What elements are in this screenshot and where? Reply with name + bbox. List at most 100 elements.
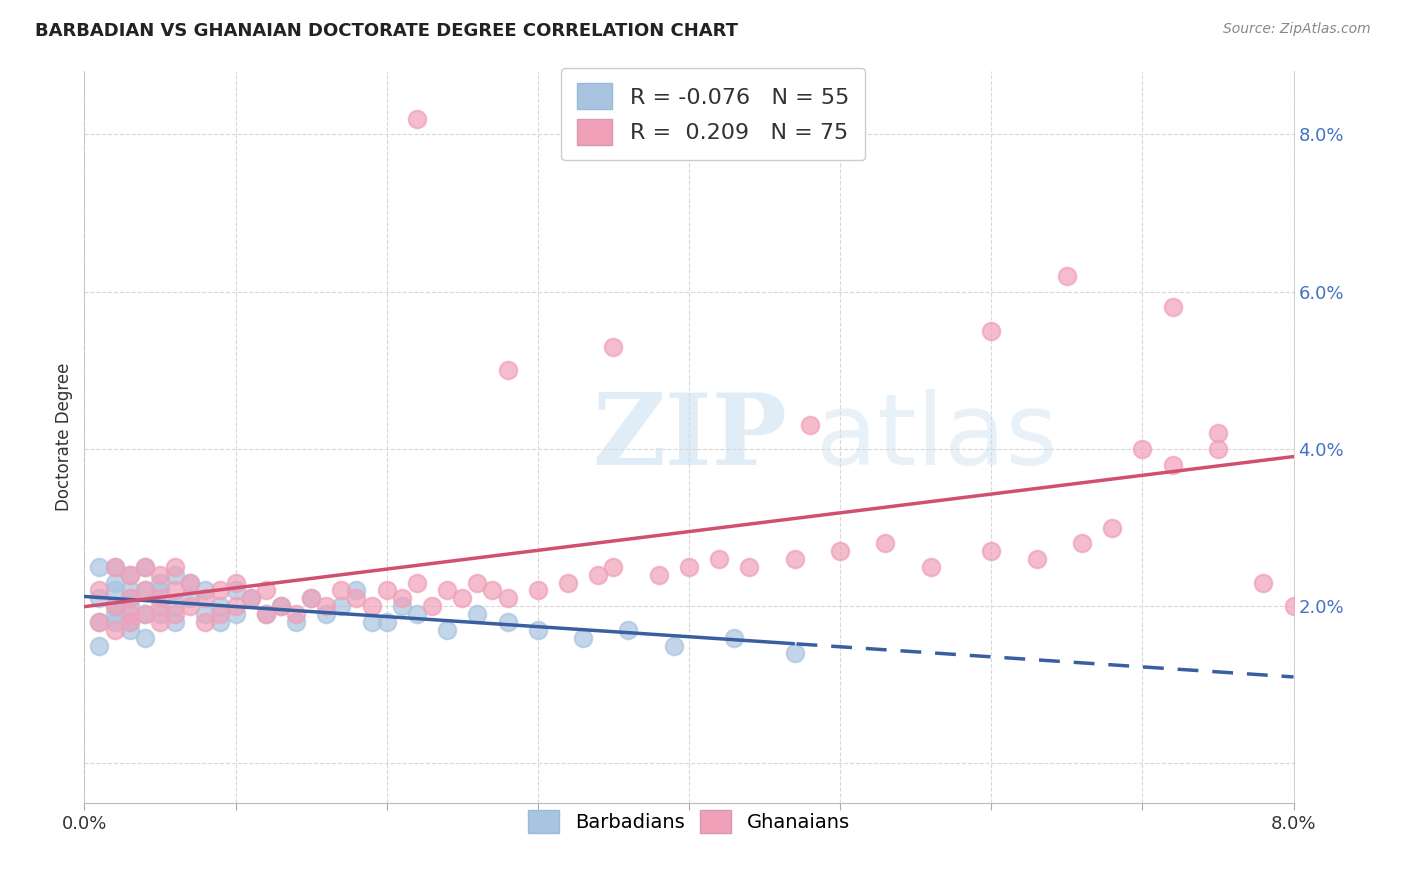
Point (118, 591, 141, 606)
Point (179, 591, 201, 606)
Text: Source: ZipAtlas.com: Source: ZipAtlas.com (1223, 22, 1371, 37)
Point (662, 639, 685, 653)
Point (89, 615, 111, 629)
Point (194, 583, 217, 598)
Point (149, 607, 172, 621)
Point (134, 583, 156, 598)
Point (104, 583, 127, 598)
Point (572, 631, 595, 645)
Point (391, 599, 413, 614)
Point (165, 583, 187, 598)
Point (527, 623, 550, 637)
Point (467, 575, 489, 590)
Point (134, 559, 156, 574)
Point (783, 552, 806, 566)
Point (149, 591, 172, 606)
Point (118, 591, 141, 606)
Point (254, 607, 277, 621)
Point (134, 583, 156, 598)
Point (496, 363, 519, 377)
Point (481, 583, 503, 598)
Point (375, 583, 398, 598)
Point (299, 591, 322, 606)
Point (451, 591, 474, 606)
Point (149, 575, 172, 590)
Point (1132, 442, 1154, 456)
Point (254, 583, 277, 598)
Point (678, 559, 700, 574)
Point (89, 639, 111, 653)
Point (406, 607, 429, 621)
Point (104, 599, 127, 614)
Point (209, 607, 232, 621)
Point (285, 615, 308, 629)
Point (194, 591, 217, 606)
Point (602, 559, 624, 574)
Point (149, 599, 172, 614)
Point (179, 575, 201, 590)
Point (360, 599, 382, 614)
Point (1206, 426, 1229, 441)
Point (118, 567, 141, 582)
Point (360, 615, 382, 629)
Point (406, 112, 429, 126)
Point (89, 559, 111, 574)
Point (179, 599, 201, 614)
Point (346, 583, 368, 598)
Point (799, 418, 821, 433)
Point (89, 583, 111, 598)
Point (602, 340, 624, 354)
Legend: Barbadians, Ghanaians: Barbadians, Ghanaians (516, 798, 862, 845)
Point (239, 591, 262, 606)
Point (165, 599, 187, 614)
Point (436, 623, 458, 637)
Point (1253, 575, 1275, 590)
Point (225, 599, 247, 614)
Point (165, 615, 187, 629)
Point (875, 536, 897, 550)
Point (165, 559, 187, 574)
Point (89, 591, 111, 606)
Y-axis label: Doctorate Degree: Doctorate Degree (55, 363, 73, 511)
Point (315, 599, 337, 614)
Point (406, 575, 429, 590)
Point (165, 567, 187, 582)
Point (194, 615, 217, 629)
Point (391, 591, 413, 606)
Point (1282, 599, 1305, 614)
Point (1025, 552, 1047, 566)
Point (467, 607, 489, 621)
Point (165, 607, 187, 621)
Point (118, 599, 141, 614)
Point (89, 615, 111, 629)
Point (330, 599, 353, 614)
Point (194, 607, 217, 621)
Point (315, 607, 337, 621)
Point (285, 607, 308, 621)
Point (118, 567, 141, 582)
Point (104, 599, 127, 614)
Point (375, 615, 398, 629)
Point (496, 591, 519, 606)
Point (239, 591, 262, 606)
Point (1056, 268, 1078, 283)
Point (496, 615, 519, 629)
Point (270, 599, 292, 614)
Point (330, 583, 353, 598)
Point (118, 623, 141, 637)
Point (527, 583, 550, 598)
Point (588, 567, 610, 582)
Point (149, 567, 172, 582)
Point (254, 607, 277, 621)
Point (118, 615, 141, 629)
Point (420, 599, 443, 614)
Point (118, 607, 141, 621)
Point (980, 324, 1002, 338)
Point (557, 575, 579, 590)
Point (723, 631, 745, 645)
Point (830, 544, 852, 558)
Point (1161, 458, 1184, 472)
Point (225, 575, 247, 590)
Point (617, 623, 640, 637)
Point (118, 583, 141, 598)
